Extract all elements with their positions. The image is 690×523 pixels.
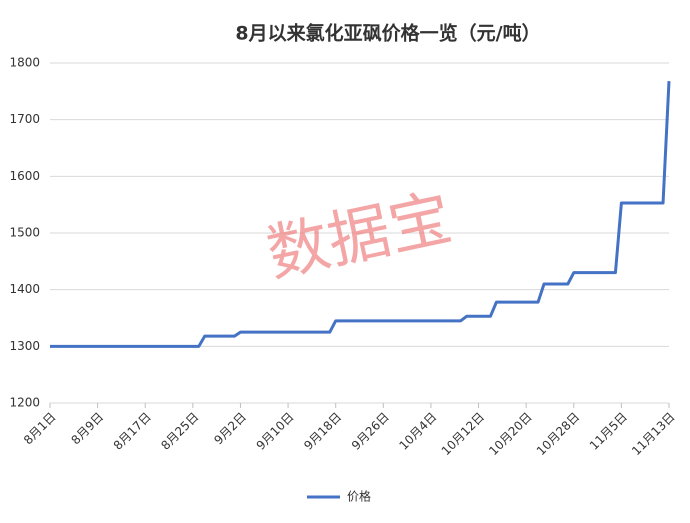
x-tick-label: 8月9日 bbox=[69, 410, 107, 448]
y-tick-label: 1800 bbox=[9, 56, 40, 70]
y-tick-label: 1200 bbox=[9, 396, 40, 410]
x-tick-label: 9月18日 bbox=[301, 410, 344, 453]
x-tick-label: 10月12日 bbox=[439, 410, 487, 458]
x-tick-label: 9月10日 bbox=[254, 410, 297, 453]
y-tick-label: 1300 bbox=[9, 339, 40, 353]
x-tick-label: 8月17日 bbox=[111, 410, 154, 453]
y-tick-label: 1700 bbox=[9, 112, 40, 126]
legend-label: 价格 bbox=[347, 489, 371, 504]
x-tick-label: 8月1日 bbox=[21, 410, 59, 448]
x-tick-label: 11月5日 bbox=[587, 410, 630, 453]
x-tick-label: 11月13日 bbox=[629, 410, 677, 458]
x-tick-label: 10月20日 bbox=[486, 410, 534, 458]
x-tick-label: 10月28日 bbox=[534, 410, 582, 458]
y-tick-label: 1600 bbox=[9, 169, 40, 183]
chart-title: 8月以来氯化亚砜价格一览（元/吨） bbox=[235, 22, 540, 45]
x-tick-label: 9月2日 bbox=[211, 410, 249, 448]
x-tick-label: 10月4日 bbox=[396, 410, 439, 453]
x-tick-label: 9月26日 bbox=[349, 410, 392, 453]
watermark: 数据宝 bbox=[261, 181, 458, 291]
y-tick-label: 1400 bbox=[9, 282, 40, 296]
line bbox=[50, 81, 671, 348]
y-tick-label: 1500 bbox=[9, 226, 40, 240]
x-tick-label: 8月25日 bbox=[158, 410, 201, 453]
